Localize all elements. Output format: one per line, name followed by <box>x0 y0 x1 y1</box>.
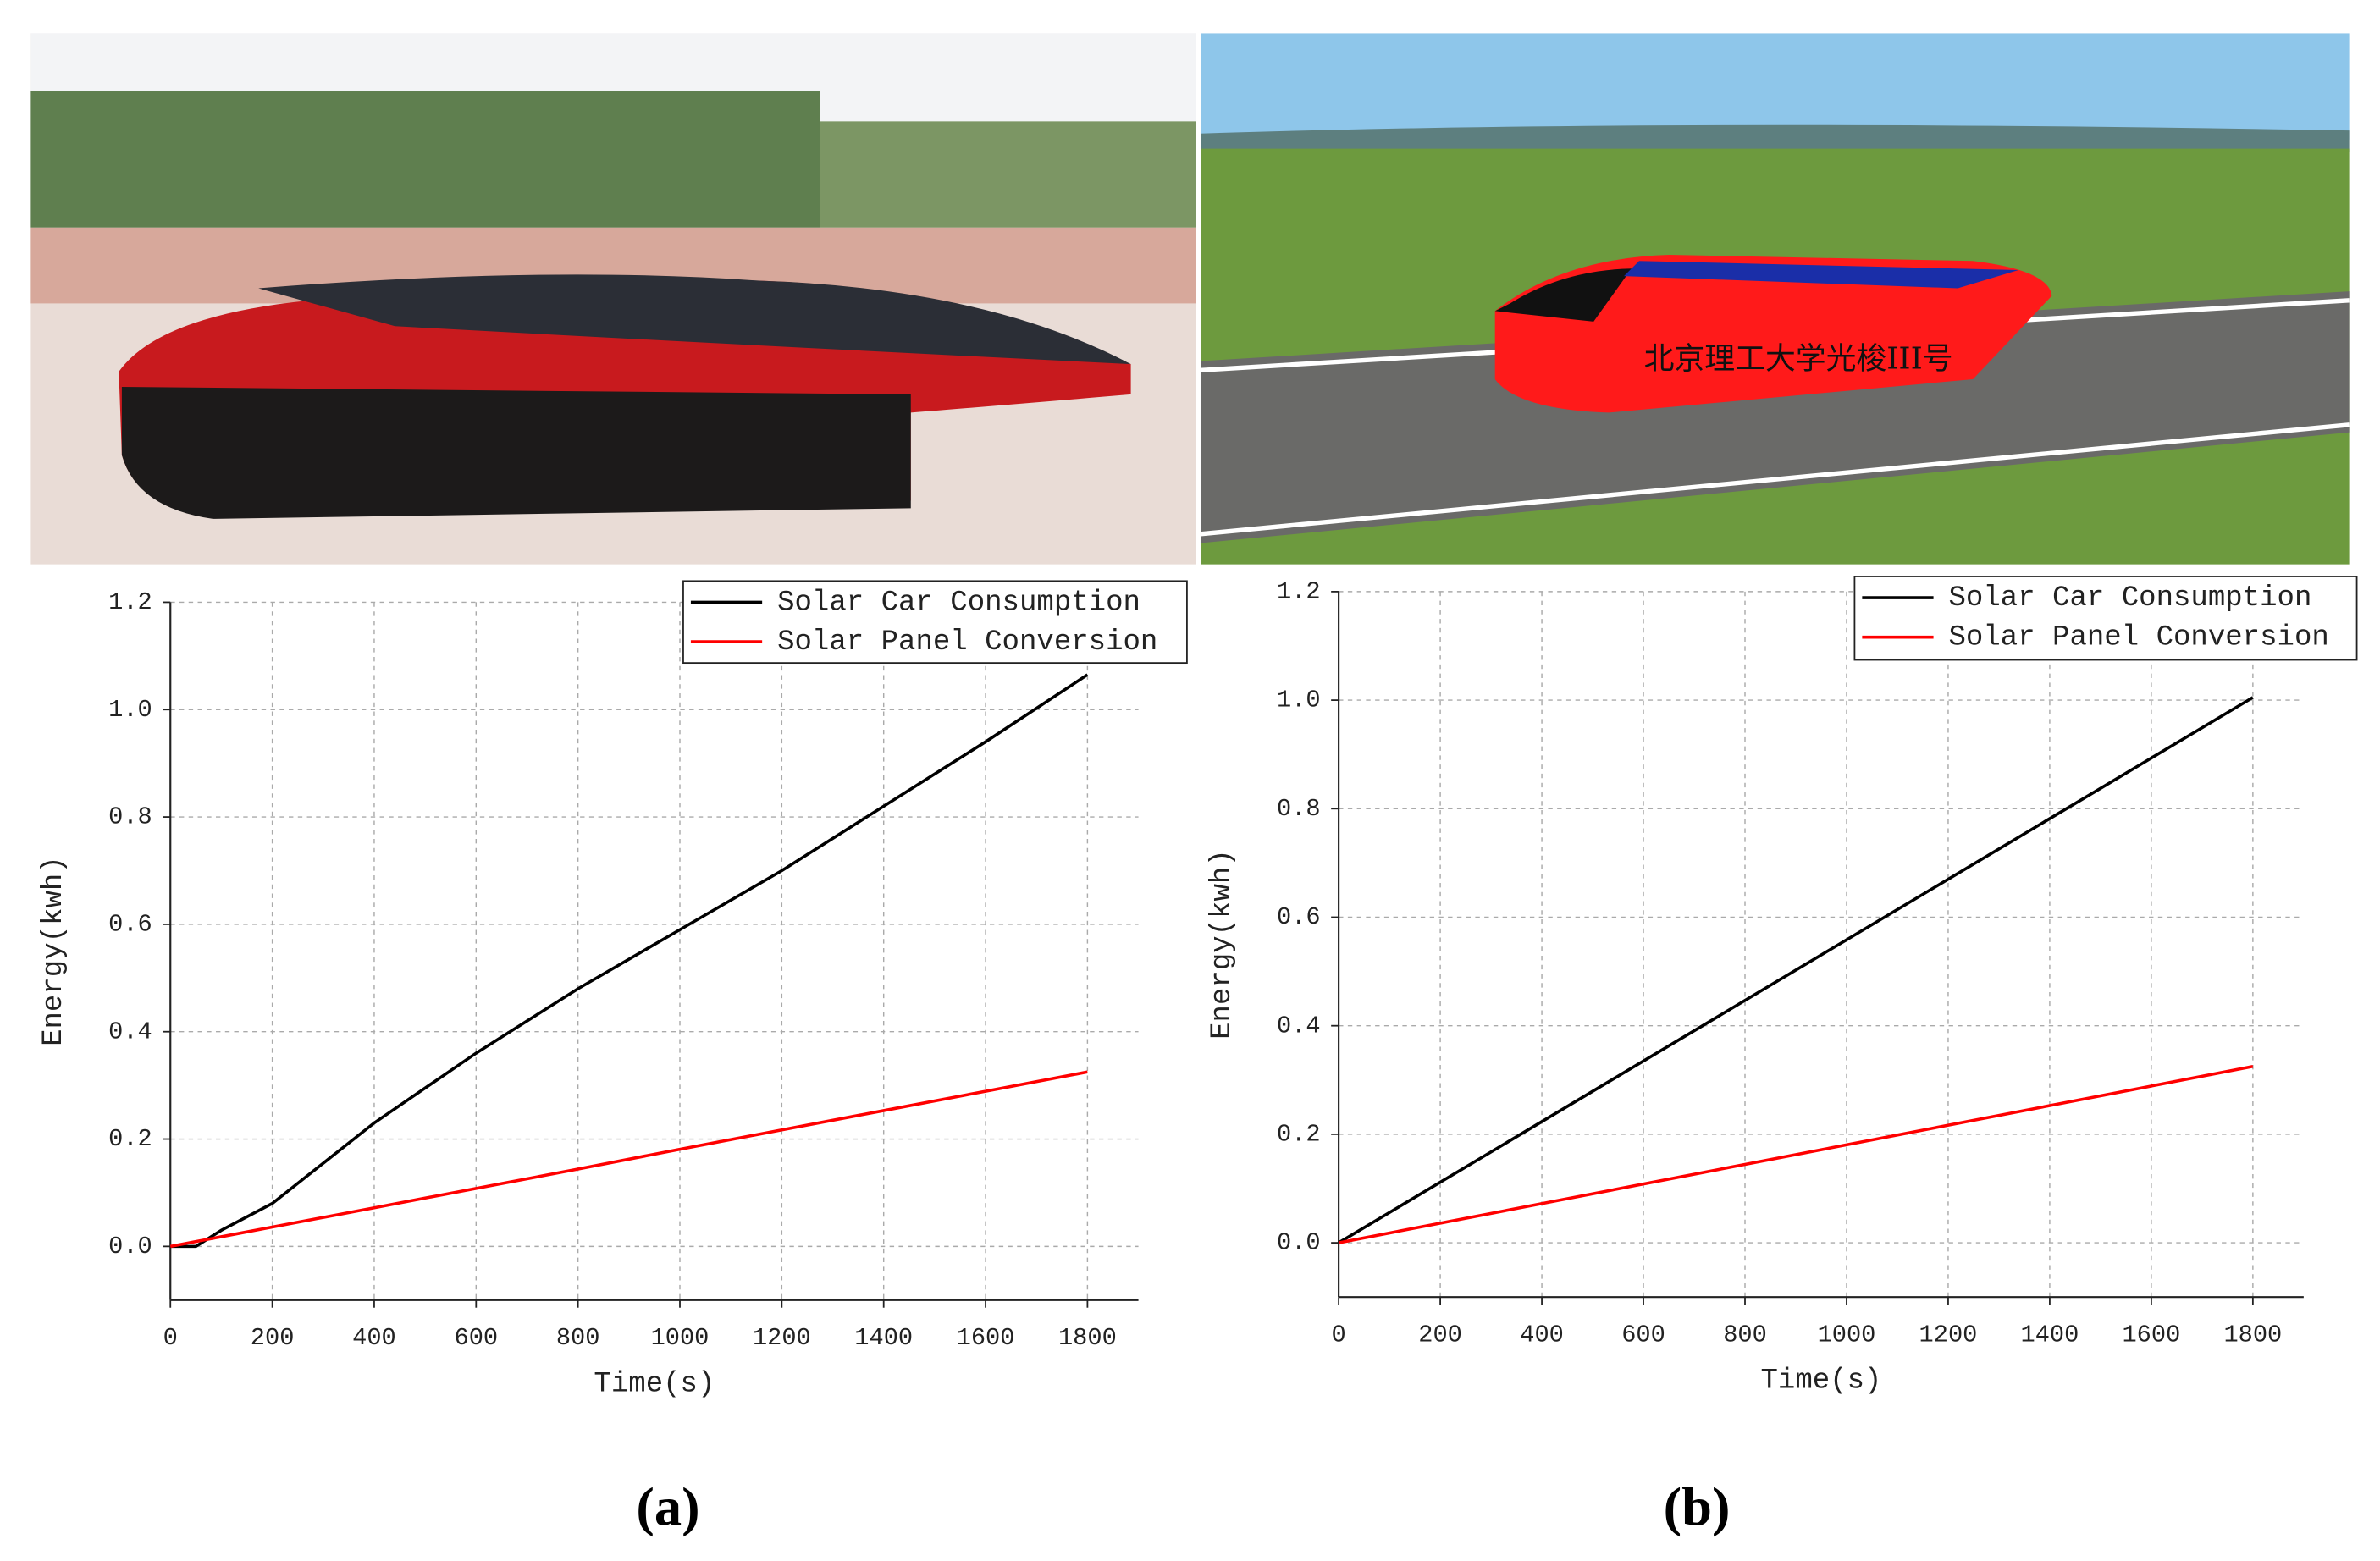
scene-text: 北京理工大学光梭III号 <box>1644 342 1953 377</box>
x-tick-label: 1800 <box>1058 1324 1117 1352</box>
x-tick-label: 1400 <box>2021 1321 2079 1349</box>
data-line <box>170 673 1089 1249</box>
x-tick-label: 600 <box>455 1324 499 1352</box>
y-tick-label: 1.2 <box>108 588 152 616</box>
x-tick-label: 1800 <box>2223 1321 2282 1349</box>
y-tick-label: 0.6 <box>1277 903 1321 931</box>
y-axis-label: Energy(kwh) <box>38 856 70 1046</box>
legend-label: Solar Car Consumption <box>777 587 1140 619</box>
legend-box <box>1853 576 2358 661</box>
y-tick-label: 0.8 <box>108 803 152 831</box>
y-tick-label: 1.0 <box>108 696 152 724</box>
legend-label: Solar Panel Conversion <box>1949 622 2329 654</box>
x-tick-label: 200 <box>1418 1321 1462 1349</box>
x-tick-label: 800 <box>556 1324 600 1352</box>
y-tick-label: 0.2 <box>108 1125 152 1153</box>
render-b: 北京理工大学光梭III号 <box>1200 33 2350 565</box>
y-tick-label: 0.4 <box>108 1018 152 1045</box>
y-tick-label: 0.0 <box>1277 1229 1321 1257</box>
legend-box <box>682 580 1188 665</box>
x-tick-label: 1600 <box>2122 1321 2180 1349</box>
x-tick-label: 200 <box>251 1324 295 1352</box>
x-tick-label: 1600 <box>957 1324 1015 1352</box>
x-tick-label: 1400 <box>854 1324 913 1352</box>
photo-a <box>30 33 1196 565</box>
y-axis-label: Energy(kwh) <box>1207 849 1239 1040</box>
x-tick-label: 1200 <box>1919 1321 1978 1349</box>
x-tick-label: 400 <box>352 1324 396 1352</box>
legend-label: Solar Car Consumption <box>1949 582 2312 615</box>
x-tick-label: 1000 <box>651 1324 710 1352</box>
x-tick-label: 0 <box>163 1324 178 1352</box>
y-tick-label: 0.6 <box>108 910 152 938</box>
panel-label: (a) <box>636 1476 699 1536</box>
y-tick-label: 0.8 <box>1277 795 1321 823</box>
y-tick-label: 0.4 <box>1277 1012 1321 1040</box>
x-tick-label: 400 <box>1520 1321 1564 1349</box>
data-line <box>1338 1065 2254 1244</box>
data-line <box>1338 696 2254 1244</box>
legend-label: Solar Panel Conversion <box>777 626 1157 659</box>
y-tick-label: 0.0 <box>108 1233 152 1260</box>
x-tick-label: 600 <box>1621 1321 1665 1349</box>
x-axis-label: Time(s) <box>1761 1365 1882 1398</box>
x-tick-label: 800 <box>1723 1321 1767 1349</box>
y-tick-label: 1.0 <box>1277 687 1321 714</box>
x-tick-label: 0 <box>1332 1321 1346 1349</box>
y-tick-label: 1.2 <box>1277 577 1321 605</box>
panel-label: (b) <box>1664 1476 1731 1536</box>
x-tick-label: 1000 <box>1818 1321 1876 1349</box>
x-axis-label: Time(s) <box>594 1368 715 1400</box>
y-tick-label: 0.2 <box>1277 1120 1321 1148</box>
data-line <box>169 1070 1088 1249</box>
x-tick-label: 1200 <box>753 1324 811 1352</box>
